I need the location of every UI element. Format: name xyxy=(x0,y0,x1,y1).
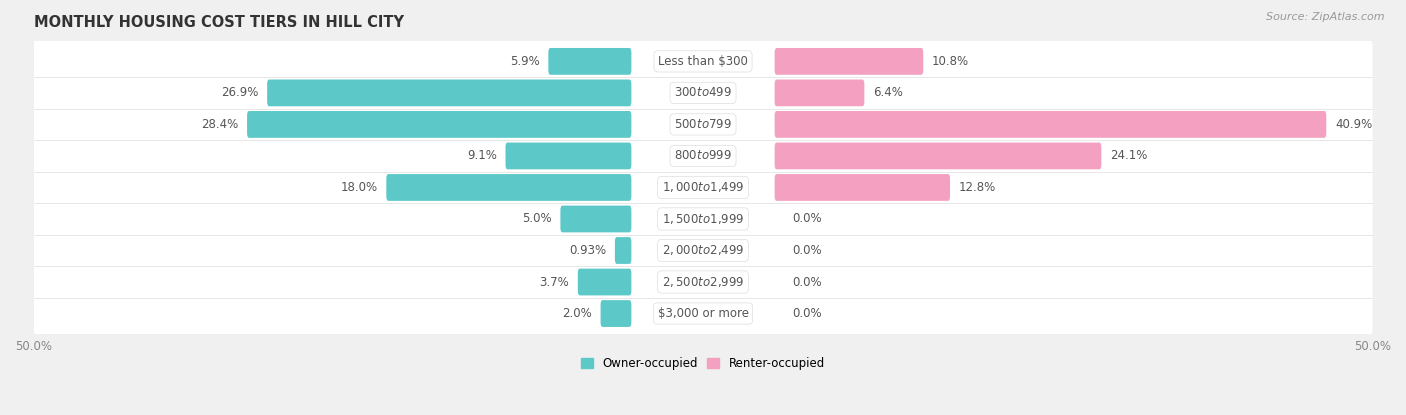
Text: 0.0%: 0.0% xyxy=(793,307,823,320)
Text: MONTHLY HOUSING COST TIERS IN HILL CITY: MONTHLY HOUSING COST TIERS IN HILL CITY xyxy=(34,15,404,30)
FancyBboxPatch shape xyxy=(34,164,1372,211)
FancyBboxPatch shape xyxy=(600,300,631,327)
FancyBboxPatch shape xyxy=(561,205,631,232)
FancyBboxPatch shape xyxy=(775,174,950,201)
FancyBboxPatch shape xyxy=(506,142,631,169)
Text: $300 to $499: $300 to $499 xyxy=(673,86,733,100)
Text: 26.9%: 26.9% xyxy=(221,86,259,100)
FancyBboxPatch shape xyxy=(34,132,1372,180)
Text: Less than $300: Less than $300 xyxy=(658,55,748,68)
FancyBboxPatch shape xyxy=(247,111,631,138)
FancyBboxPatch shape xyxy=(34,195,1372,243)
FancyBboxPatch shape xyxy=(34,227,1372,274)
Text: 18.0%: 18.0% xyxy=(340,181,378,194)
Text: $2,000 to $2,499: $2,000 to $2,499 xyxy=(662,244,744,257)
Text: $2,500 to $2,999: $2,500 to $2,999 xyxy=(662,275,744,289)
Text: 40.9%: 40.9% xyxy=(1336,118,1372,131)
Legend: Owner-occupied, Renter-occupied: Owner-occupied, Renter-occupied xyxy=(576,353,830,375)
FancyBboxPatch shape xyxy=(775,80,865,106)
FancyBboxPatch shape xyxy=(34,290,1372,337)
FancyBboxPatch shape xyxy=(34,100,1372,148)
FancyBboxPatch shape xyxy=(387,174,631,201)
Text: $1,000 to $1,499: $1,000 to $1,499 xyxy=(662,181,744,195)
Text: $1,500 to $1,999: $1,500 to $1,999 xyxy=(662,212,744,226)
Text: 10.8%: 10.8% xyxy=(932,55,969,68)
Text: 3.7%: 3.7% xyxy=(540,276,569,288)
FancyBboxPatch shape xyxy=(34,69,1372,117)
Text: 0.93%: 0.93% xyxy=(569,244,606,257)
Text: Source: ZipAtlas.com: Source: ZipAtlas.com xyxy=(1267,12,1385,22)
FancyBboxPatch shape xyxy=(775,142,1101,169)
FancyBboxPatch shape xyxy=(548,48,631,75)
Text: 5.0%: 5.0% xyxy=(522,212,551,225)
Text: 12.8%: 12.8% xyxy=(959,181,995,194)
FancyBboxPatch shape xyxy=(34,38,1372,85)
FancyBboxPatch shape xyxy=(578,269,631,295)
Text: 5.9%: 5.9% xyxy=(510,55,540,68)
Text: 0.0%: 0.0% xyxy=(793,276,823,288)
Text: $500 to $799: $500 to $799 xyxy=(673,118,733,131)
Text: 2.0%: 2.0% xyxy=(562,307,592,320)
FancyBboxPatch shape xyxy=(34,258,1372,306)
Text: $3,000 or more: $3,000 or more xyxy=(658,307,748,320)
Text: 9.1%: 9.1% xyxy=(467,149,496,162)
Text: 24.1%: 24.1% xyxy=(1111,149,1147,162)
Text: 6.4%: 6.4% xyxy=(873,86,903,100)
Text: $800 to $999: $800 to $999 xyxy=(673,149,733,162)
FancyBboxPatch shape xyxy=(775,111,1326,138)
FancyBboxPatch shape xyxy=(614,237,631,264)
Text: 28.4%: 28.4% xyxy=(201,118,239,131)
FancyBboxPatch shape xyxy=(267,80,631,106)
FancyBboxPatch shape xyxy=(775,48,924,75)
Text: 0.0%: 0.0% xyxy=(793,212,823,225)
Text: 0.0%: 0.0% xyxy=(793,244,823,257)
